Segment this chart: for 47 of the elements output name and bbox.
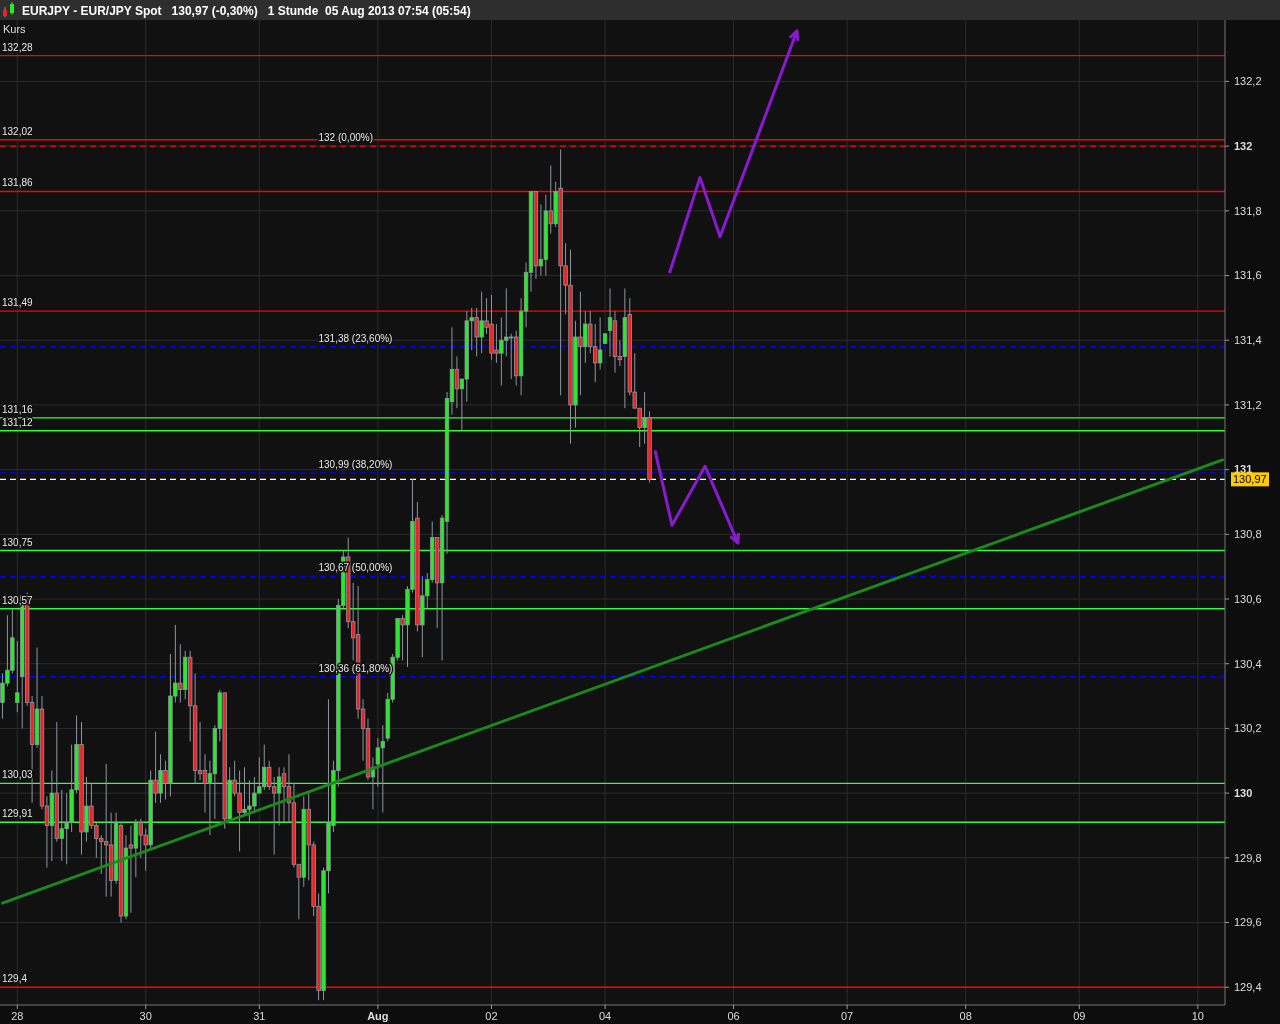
ref-line-label: 131,49 bbox=[2, 297, 34, 309]
ref-line-label: 132,02 bbox=[2, 125, 34, 137]
candlestick bbox=[202, 753, 208, 814]
x-tick-label: 09 bbox=[1073, 1010, 1086, 1022]
ref-line-label: 131,86 bbox=[2, 177, 34, 189]
y-tick-label: 131,6 bbox=[1234, 269, 1262, 282]
y-tick-label: 130 bbox=[1234, 786, 1253, 799]
ref-line-label: 131,16 bbox=[2, 403, 34, 415]
y-tick-label: 130,4 bbox=[1234, 657, 1262, 670]
ref-line-label: 131,12 bbox=[2, 416, 34, 428]
ref-line-label: 130,75 bbox=[2, 536, 34, 548]
ref-line-label: 129,91 bbox=[2, 808, 34, 820]
chart-title: EURJPY - EUR/JPY Spot 130,97 (-0,30%) 1 Stunde 05 Aug 2013 07:54 (05:54) bbox=[22, 4, 471, 18]
y-tick-label: 130,6 bbox=[1234, 592, 1262, 605]
y-tick-label: 131,4 bbox=[1234, 334, 1262, 347]
x-tick-label: 07 bbox=[841, 1010, 854, 1022]
candlestick bbox=[15, 640, 20, 713]
ref-line-label: 130,03 bbox=[2, 769, 34, 781]
candlestick bbox=[607, 287, 613, 357]
x-tick-label: 04 bbox=[598, 1010, 612, 1022]
x-tick-label: 10 bbox=[1191, 1010, 1204, 1022]
y-axis-title: Kurs bbox=[3, 23, 27, 35]
candlestick bbox=[454, 355, 460, 409]
ref-line-label: 131,38 (23,60%) bbox=[318, 332, 393, 344]
candlestick bbox=[597, 317, 603, 370]
y-tick-label: 132 bbox=[1234, 140, 1253, 153]
y-tick-label: 132,2 bbox=[1234, 75, 1262, 88]
y-tick-label: 129,6 bbox=[1234, 916, 1262, 929]
x-tick-label: 02 bbox=[485, 1010, 498, 1022]
x-tick-label: 08 bbox=[959, 1010, 972, 1022]
text: 130,97 bbox=[1233, 473, 1267, 486]
x-tick-label: 06 bbox=[727, 1010, 740, 1022]
y-tick-label: 129,8 bbox=[1234, 851, 1262, 864]
candlestick bbox=[276, 766, 282, 826]
ref-line-label: 129,4 bbox=[2, 973, 28, 985]
y-tick-label: 131,8 bbox=[1234, 204, 1262, 217]
x-tick-label: 28 bbox=[11, 1010, 24, 1022]
x-tick-label: Aug bbox=[367, 1010, 389, 1022]
y-tick-label: 130,2 bbox=[1234, 722, 1262, 735]
x-tick-label: 31 bbox=[253, 1010, 266, 1022]
candlestick bbox=[281, 766, 287, 823]
y-tick-label: 130,8 bbox=[1234, 528, 1262, 541]
x-tick-label: 30 bbox=[139, 1010, 152, 1022]
y-tick-label: 129,4 bbox=[1234, 981, 1262, 994]
ref-line-label: 132,28 bbox=[2, 41, 34, 53]
ref-line-label: 130,99 (38,20%) bbox=[318, 458, 393, 470]
y-tick-label: 131,2 bbox=[1234, 398, 1262, 411]
